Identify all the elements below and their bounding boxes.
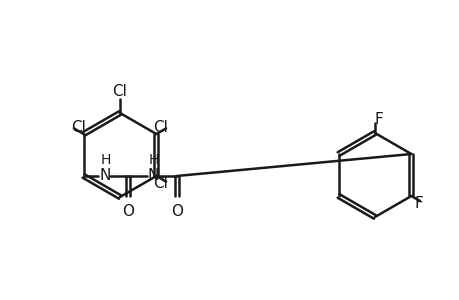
- Text: F: F: [374, 112, 383, 127]
- Text: N: N: [100, 169, 111, 184]
- Text: Cl: Cl: [153, 176, 168, 190]
- Text: Cl: Cl: [112, 84, 127, 99]
- Text: O: O: [170, 204, 182, 219]
- Text: N: N: [148, 169, 159, 184]
- Text: Cl: Cl: [71, 119, 86, 134]
- Text: H: H: [148, 153, 158, 167]
- Text: O: O: [121, 204, 133, 219]
- Text: Cl: Cl: [153, 119, 168, 134]
- Text: H: H: [100, 153, 111, 167]
- Text: F: F: [414, 196, 423, 211]
